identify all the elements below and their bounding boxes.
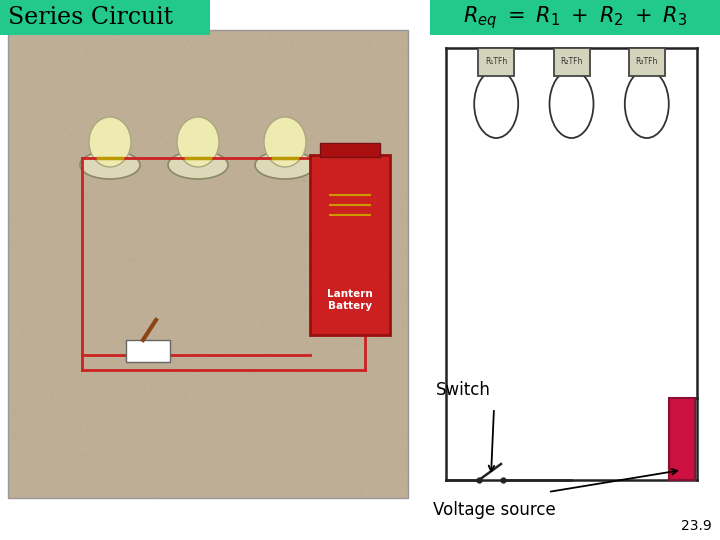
Bar: [554, 48, 590, 76]
Bar: [0, 0, 210, 35]
Ellipse shape: [177, 117, 219, 167]
Bar: [428, 30, 712, 498]
Bar: [8, 30, 408, 498]
Bar: [310, 155, 390, 335]
Text: Switch: Switch: [436, 381, 491, 399]
Ellipse shape: [625, 70, 669, 138]
Ellipse shape: [80, 151, 140, 179]
Text: R₁TFh: R₁TFh: [485, 57, 508, 66]
Ellipse shape: [549, 70, 593, 138]
Ellipse shape: [89, 117, 131, 167]
Text: Voltage source: Voltage source: [433, 501, 556, 519]
Bar: [629, 48, 665, 76]
Ellipse shape: [255, 151, 315, 179]
Text: $R_{eq}\ =\ R_1\ +\ R_2\ +\ R_3$: $R_{eq}\ =\ R_1\ +\ R_2\ +\ R_3$: [463, 4, 687, 31]
Text: 23.9: 23.9: [681, 519, 712, 533]
Bar: [478, 48, 514, 76]
Bar: [126, 340, 170, 362]
Bar: [320, 143, 380, 157]
Ellipse shape: [474, 70, 518, 138]
Text: R₂TFh: R₂TFh: [560, 57, 582, 66]
Bar: [430, 0, 720, 35]
Text: Lantern
Battery: Lantern Battery: [327, 289, 373, 311]
Ellipse shape: [264, 117, 306, 167]
Text: Series Circuit: Series Circuit: [8, 6, 173, 29]
Text: R₃TFh: R₃TFh: [636, 57, 658, 66]
Ellipse shape: [168, 151, 228, 179]
Bar: [669, 398, 695, 480]
